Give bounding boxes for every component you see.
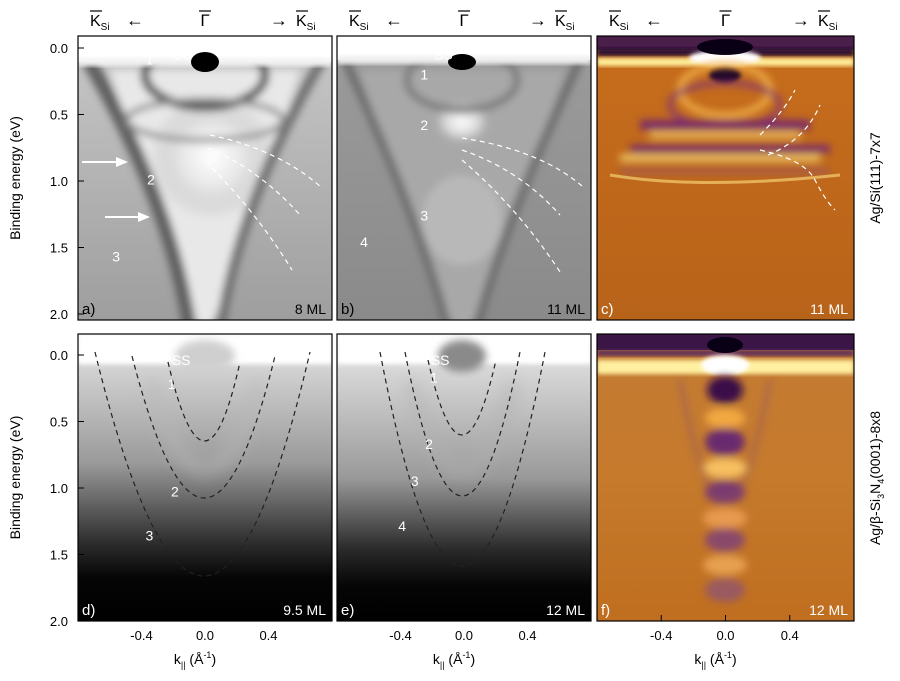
- panel-b-frame: [336, 35, 592, 321]
- arrow-right-icon: [138, 212, 150, 222]
- x-axis-label: k|| (Å-1): [174, 650, 216, 670]
- band-label: 4: [360, 234, 368, 250]
- substrate-label-bottom: Ag/β-Si3N4(0001)-8x8: [867, 411, 886, 545]
- band-label: 3: [112, 248, 120, 264]
- k-si-label: KSi: [609, 13, 629, 33]
- x-axis-label: k|| (Å-1): [433, 650, 475, 670]
- y-tick-label: 0.5: [50, 415, 68, 430]
- band-label: SS: [173, 46, 192, 62]
- panel-tag: f): [601, 602, 610, 619]
- gamma-label: Γ: [200, 11, 209, 30]
- x-axis-label: k|| (Å-1): [694, 650, 736, 670]
- band-label: SS: [431, 352, 450, 368]
- panel-a-frame: [77, 35, 333, 321]
- dashed-guide: [767, 104, 821, 156]
- x-tick-label: -0.4: [650, 628, 672, 643]
- y-axis-label: Binding energy (eV): [7, 416, 23, 540]
- arrow-right-icon: [116, 157, 128, 167]
- band-label: 1: [146, 52, 154, 68]
- panel-tag: b): [341, 301, 354, 318]
- x-tick-label: -0.4: [130, 628, 152, 643]
- dashed-guide: [209, 134, 323, 189]
- x-tick-label: 0.0: [716, 628, 734, 643]
- y-tick-label: 2.0: [50, 307, 68, 322]
- arrows: [82, 157, 150, 222]
- band-label: 2: [425, 436, 433, 452]
- panel-tag: c): [601, 301, 614, 318]
- gamma-label: Γ: [721, 11, 730, 30]
- arrow-right-icon: →: [529, 10, 547, 30]
- band-label: 2: [147, 171, 155, 187]
- k-si-label: KSi: [349, 13, 369, 33]
- arrow-left-icon: ←: [645, 10, 663, 30]
- dashed-guide: [759, 149, 836, 211]
- band-label: SS: [434, 46, 453, 62]
- panel-f: [597, 334, 854, 621]
- thickness-label: 8 ML: [295, 301, 326, 317]
- dashed-guide: [427, 359, 497, 436]
- thickness-label: 12 ML: [809, 602, 848, 618]
- band-label: 3: [411, 473, 419, 489]
- dashed-guide: [131, 355, 276, 499]
- panel-c: [597, 36, 854, 320]
- band-label: 4: [398, 518, 406, 534]
- thickness-label: 11 ML: [547, 301, 585, 317]
- band-label: 1: [420, 66, 428, 82]
- dashed-guide: [461, 149, 561, 216]
- y-tick-label: 0.5: [50, 108, 68, 123]
- thickness-label: 9.5 ML: [283, 602, 326, 618]
- gamma-label: Γ: [459, 11, 468, 30]
- y-tick-label: 0.0: [50, 41, 68, 56]
- dashed-guide: [759, 89, 796, 136]
- band-label: SS: [172, 352, 191, 368]
- x-tick-label: 0.0: [455, 628, 473, 643]
- y-axis-label: Binding energy (eV): [7, 116, 23, 240]
- dashed-guide: [207, 147, 301, 216]
- x-tick-label: 0.4: [259, 628, 277, 643]
- panel-tag: d): [82, 602, 95, 619]
- y-tick-label: 0.0: [50, 348, 68, 363]
- figure-text: KSi ← Γ → KSi KSi ← Γ → KSi KSi ← Γ → KSi Binding energ…: [7, 10, 886, 670]
- panel-c-frame: [596, 35, 855, 321]
- dashed-guide: [461, 159, 563, 276]
- arrow-right-icon: →: [270, 10, 288, 30]
- band-label: 2: [420, 117, 428, 133]
- x-tick-label: 0.4: [518, 628, 536, 643]
- dashed-guide: [167, 361, 241, 442]
- k-si-label: KSi: [818, 13, 838, 33]
- y-tick-label: 1.5: [50, 548, 68, 563]
- thickness-label: 11 ML: [810, 301, 848, 317]
- arrow-right-icon: →: [792, 10, 810, 30]
- x-tick-label: 0.4: [781, 628, 799, 643]
- x-tick-label: -0.4: [389, 628, 411, 643]
- band-label: 1: [168, 376, 176, 392]
- thickness-label: 12 ML: [546, 602, 585, 618]
- y-tick-label: 1.0: [50, 174, 68, 189]
- band-label: 3: [420, 207, 428, 223]
- panel-tag: a): [82, 301, 95, 318]
- y-tick-label: 1.5: [50, 241, 68, 256]
- panel-b: [337, 36, 591, 320]
- k-si-label: KSi: [296, 13, 316, 33]
- band-label: 2: [171, 484, 179, 500]
- k-si-label: KSi: [90, 13, 110, 33]
- band-label: 1: [430, 369, 438, 385]
- x-tick-label: 0.0: [196, 628, 214, 643]
- arrow-left-icon: ←: [385, 10, 403, 30]
- panel-e: [337, 334, 591, 621]
- k-si-label: KSi: [555, 13, 575, 33]
- band-label: 3: [146, 528, 154, 544]
- y-tick-label: 2.0: [50, 614, 68, 629]
- arrow-left-icon: ←: [126, 10, 144, 30]
- substrate-label-top: Ag/Si(111)-7x7: [867, 132, 883, 224]
- dashed-guide: [461, 137, 583, 187]
- dashed-guide: [379, 351, 546, 567]
- panel-tag: e): [341, 602, 354, 619]
- dashed-guides: [94, 89, 836, 577]
- y-tick-label: 1.0: [50, 481, 68, 496]
- panel-d: [78, 334, 332, 621]
- panel-a: [78, 36, 332, 320]
